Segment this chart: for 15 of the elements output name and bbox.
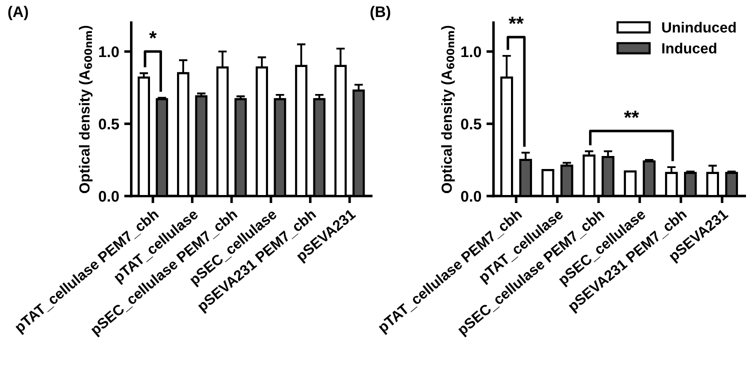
- y-tick-label: 0.5: [98, 118, 120, 130]
- annotation: *: [149, 31, 157, 38]
- annotation: **: [624, 110, 640, 118]
- y-tick-label: 0.0: [98, 190, 119, 202]
- legend-label: Induced: [662, 42, 716, 54]
- chart-title: (A): [8, 6, 28, 20]
- y-tick-label: 0.0: [461, 190, 482, 202]
- annotation: **: [508, 16, 524, 24]
- y-tick-label: 1.0: [461, 46, 482, 58]
- y-axis-title: Optical density (A$_{600nm}$): [78, 26, 93, 194]
- legend-label: Uninduced: [662, 22, 736, 33]
- y-tick-label: 0.5: [461, 118, 482, 130]
- y-tick-label: 1.0: [99, 46, 119, 58]
- chart-title: (B): [370, 6, 390, 20]
- y-axis-title: Optical density (A$_{600nm}$): [441, 26, 455, 194]
